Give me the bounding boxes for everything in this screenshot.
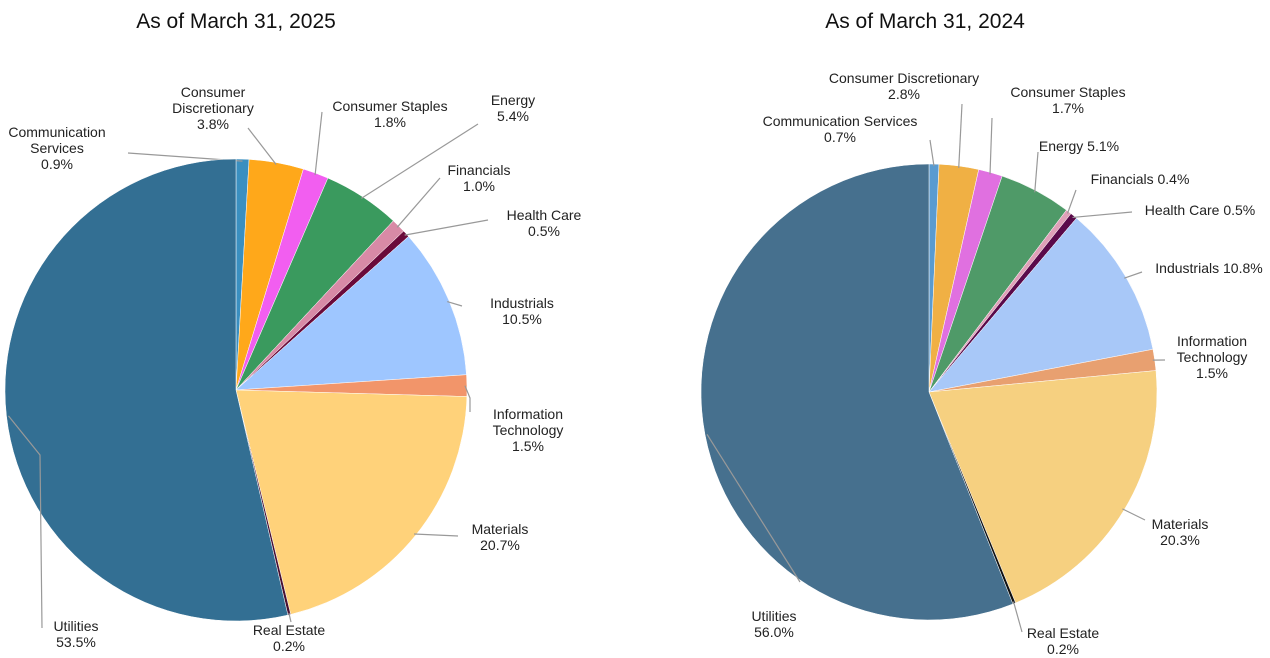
value-label: 0.5%: [528, 223, 560, 239]
value-label: 5.4%: [497, 108, 529, 124]
category-label: Communication Services: [8, 124, 106, 156]
value-label: 0.9%: [41, 156, 73, 172]
slice-label: Utilities 56.0%: [734, 608, 814, 640]
leader-line: [929, 139, 935, 167]
leader-line: [958, 103, 963, 168]
value-label: 1.7%: [1052, 100, 1084, 116]
value-label: 0.7%: [824, 129, 856, 145]
slice-label: Information Technology 1.5%: [1167, 333, 1257, 381]
leader-line: [1034, 151, 1039, 193]
value-label: 56.0%: [754, 624, 794, 640]
slice-label: Consumer Staples 1.8%: [315, 98, 465, 130]
category-label: Materials: [471, 521, 529, 537]
leader-line: [989, 117, 993, 175]
slice-label: Energy 5.4%: [473, 92, 553, 124]
slice-label: Real Estate 0.2%: [1013, 625, 1113, 657]
slice-label: Health Care 0.5%: [1130, 202, 1270, 218]
slice-label: Real Estate 0.2%: [239, 622, 339, 654]
slice-label: Materials 20.7%: [455, 521, 545, 553]
leader-line: [1066, 189, 1077, 214]
leader-line: [314, 111, 323, 176]
value-label: 1.8%: [374, 114, 406, 130]
leader-line: [288, 612, 292, 623]
leader-line: [447, 300, 463, 307]
value-label: 1.0%: [463, 178, 495, 194]
value-label: 10.5%: [502, 311, 542, 327]
category-label: Industrials: [1155, 260, 1220, 276]
value-label: 5.1%: [1087, 138, 1120, 154]
slice-label: Consumer Staples 1.7%: [988, 84, 1148, 116]
category-label: Information Technology: [1176, 333, 1248, 365]
leader-line: [361, 123, 479, 199]
slice-label: Information Technology 1.5%: [478, 406, 578, 454]
slice-label: Energy 5.1%: [1019, 138, 1139, 154]
slice-label: Health Care 0.5%: [494, 207, 594, 239]
category-label: Real Estate: [252, 622, 326, 638]
slice-label: Communication Services 0.9%: [0, 124, 122, 172]
category-label: Financials: [1090, 171, 1154, 187]
category-label: Consumer Discretionary: [172, 84, 254, 116]
slice-label: Utilities 53.5%: [36, 618, 116, 650]
category-label: Health Care: [1144, 202, 1220, 218]
value-label: 0.2%: [273, 638, 305, 654]
chart-title: As of March 31, 2024: [825, 10, 1025, 33]
leader-line: [414, 533, 459, 537]
slice-label: Consumer Discretionary 3.8%: [153, 84, 273, 132]
value-label: 53.5%: [56, 634, 96, 650]
leader-line: [706, 434, 801, 583]
slice-label: Industrials 10.5%: [477, 295, 567, 327]
value-label: 20.3%: [1160, 532, 1200, 548]
category-label: Health Care: [506, 207, 582, 223]
leader-line: [247, 127, 277, 165]
value-label: 10.8%: [1223, 260, 1263, 276]
slice-label: Financials 0.4%: [1075, 171, 1205, 187]
leader-line: [1122, 508, 1146, 521]
leader-line: [396, 177, 441, 228]
value-label: 0.2%: [1047, 641, 1079, 657]
slice-label: Communication Services 0.7%: [740, 113, 940, 145]
pie-slice: [235, 236, 467, 391]
leader-line: [1124, 271, 1143, 279]
category-label: Financials: [447, 162, 511, 178]
value-label: 1.5%: [1196, 365, 1228, 381]
category-label: Materials: [1151, 516, 1209, 532]
slice-label: Financials 1.0%: [439, 162, 519, 194]
pie-slice: [700, 163, 1014, 621]
category-label: Consumer Staples: [332, 98, 448, 114]
category-label: Real Estate: [1026, 625, 1100, 641]
category-label: Energy: [1038, 138, 1084, 154]
slice-label: Consumer Discretionary 2.8%: [814, 70, 994, 102]
slice-label: Industrials 10.8%: [1139, 260, 1270, 276]
category-label: Utilities: [53, 618, 99, 634]
value-label: 20.7%: [480, 537, 520, 553]
category-label: Consumer Discretionary: [828, 70, 980, 86]
category-label: Industrials: [490, 295, 554, 311]
value-label: 3.8%: [197, 116, 229, 132]
value-label: 1.5%: [512, 438, 544, 454]
leader-line: [8, 415, 43, 629]
chart-title: As of March 31, 2025: [136, 10, 336, 33]
category-label: Utilities: [751, 608, 797, 624]
leader-line: [404, 219, 489, 236]
value-label: 2.8%: [888, 86, 920, 102]
leader-line: [1012, 601, 1023, 633]
category-label: Communication Services: [762, 113, 918, 129]
value-label: 0.5%: [1223, 202, 1256, 218]
category-label: Information Technology: [492, 406, 564, 438]
category-label: Energy: [490, 92, 536, 108]
leader-line: [1072, 211, 1133, 219]
slice-label: Materials 20.3%: [1140, 516, 1220, 548]
leader-line: [464, 385, 471, 412]
category-label: Consumer Staples: [1010, 84, 1126, 100]
value-label: 0.4%: [1157, 171, 1190, 187]
pie-slice: [4, 158, 289, 622]
pie-slice: [235, 389, 468, 615]
